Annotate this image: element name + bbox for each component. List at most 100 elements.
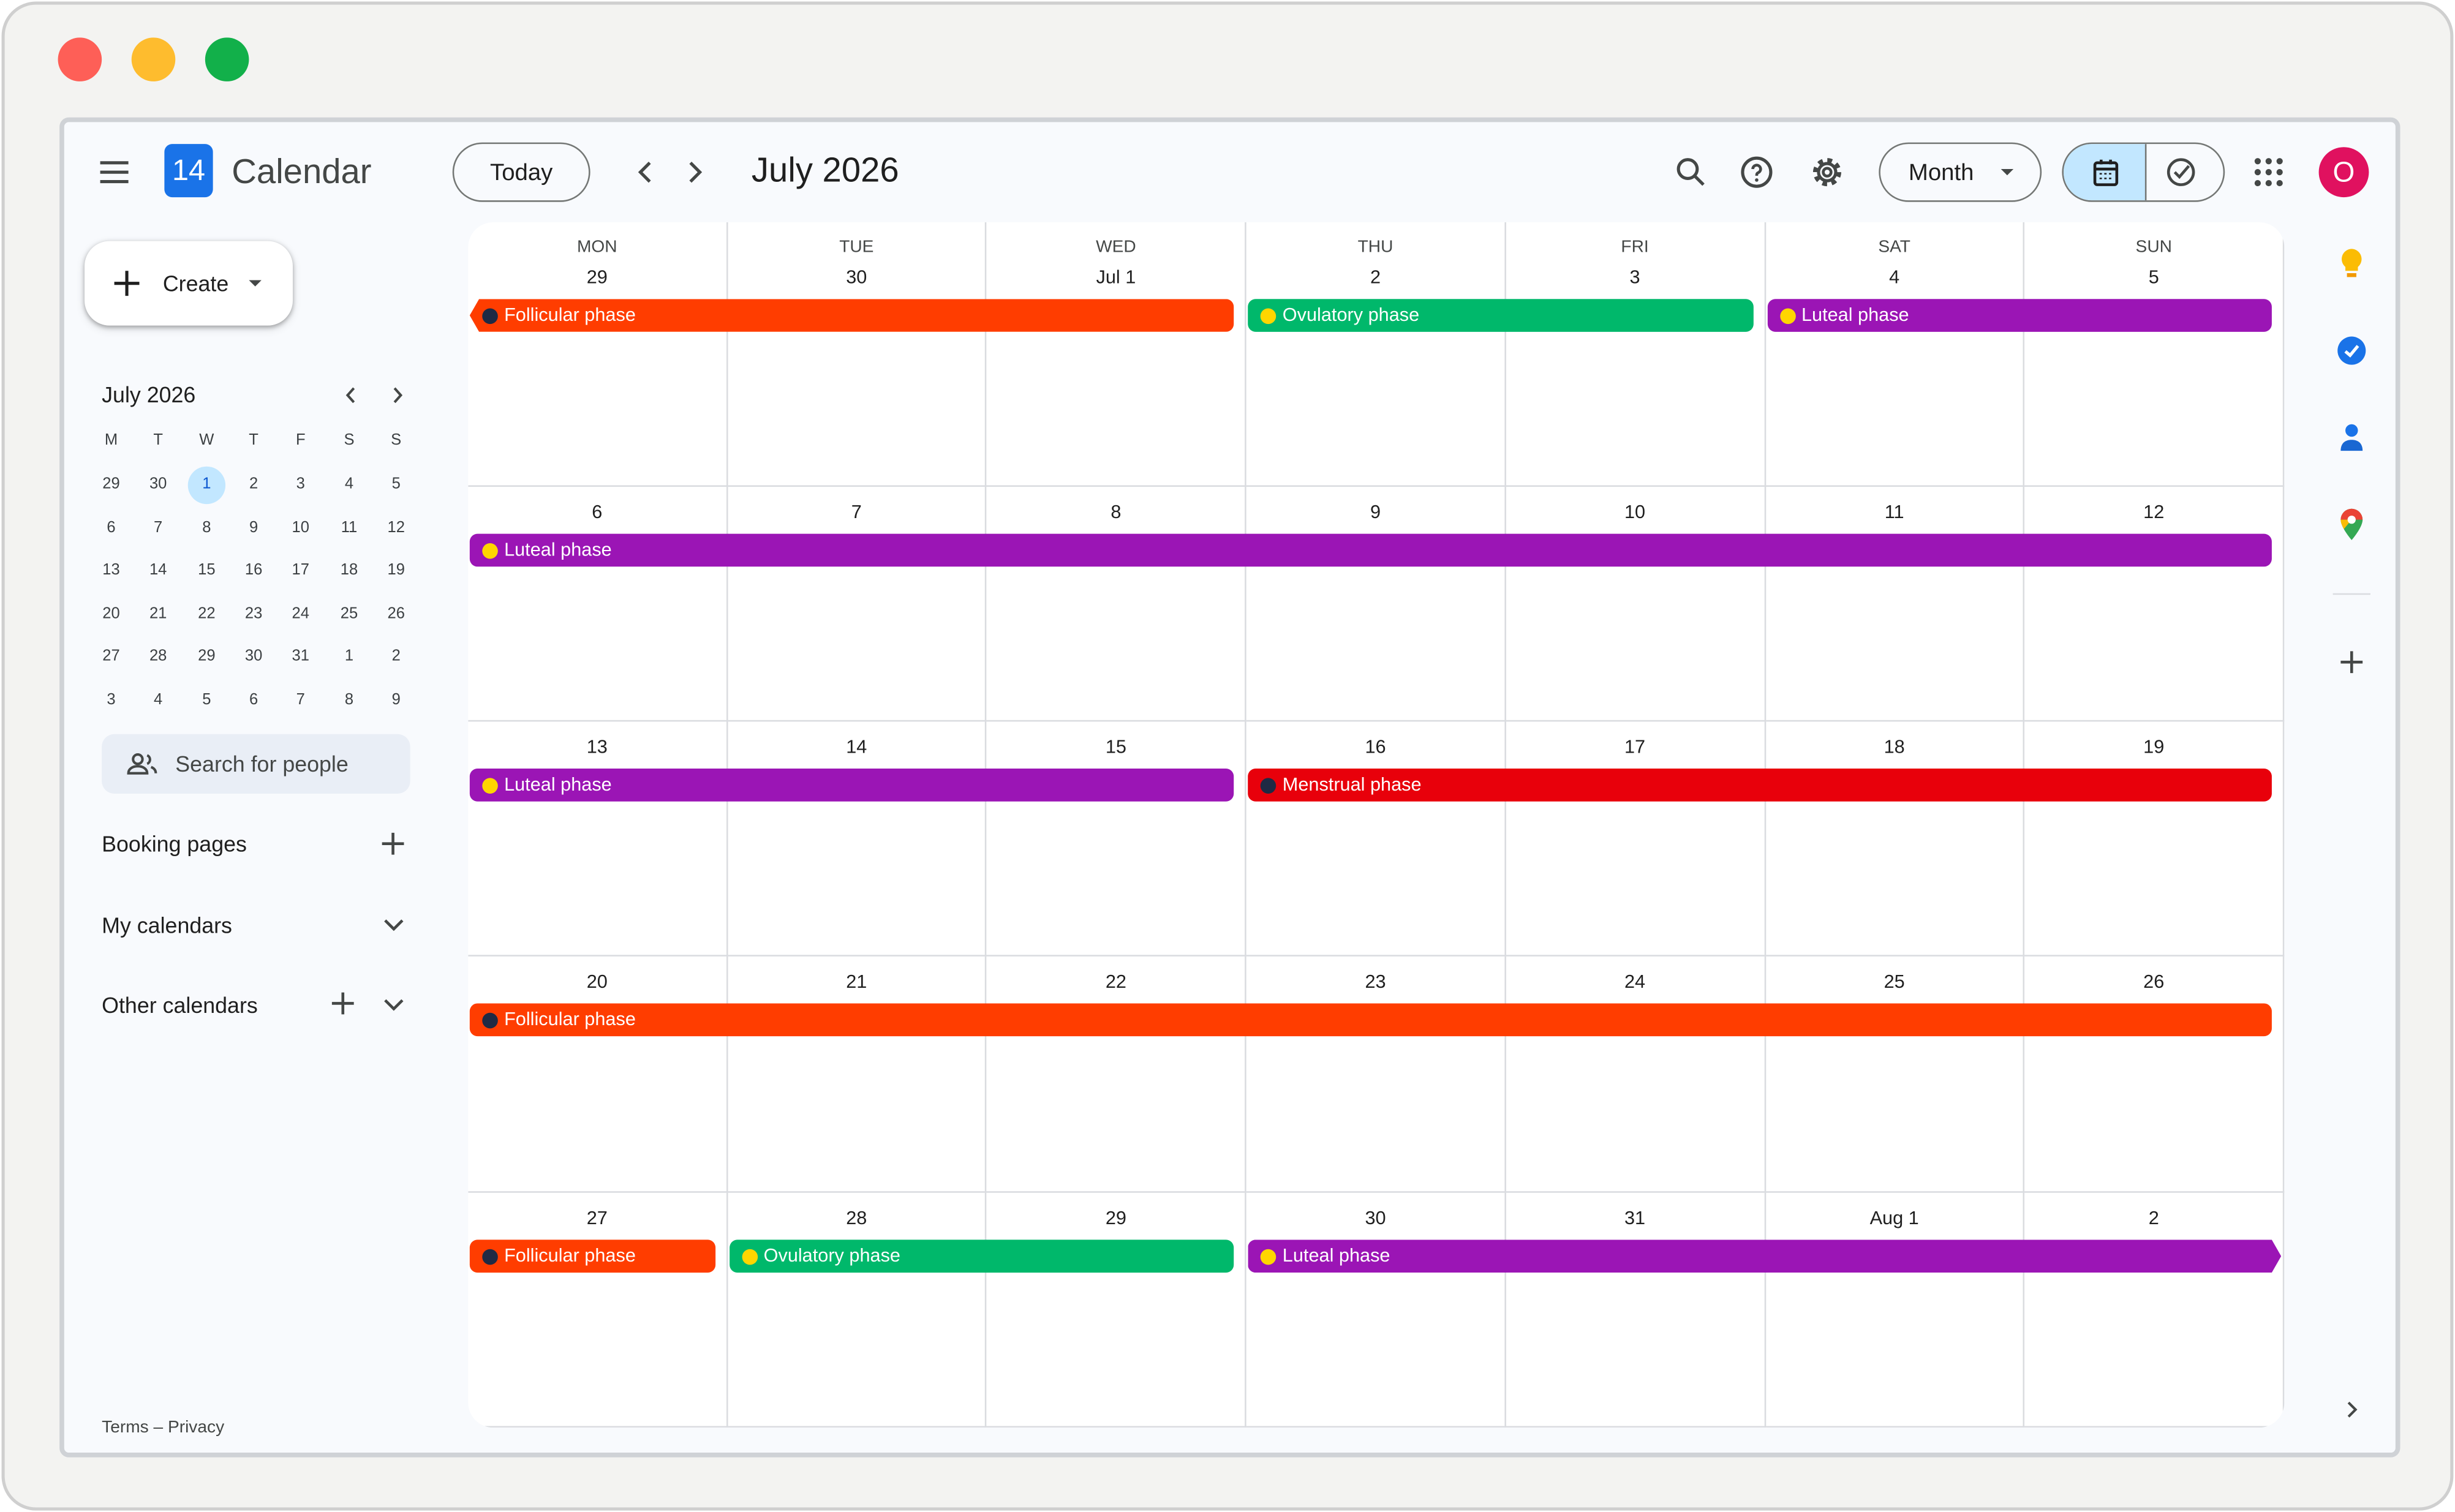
people-search[interactable]: Search for people (102, 734, 410, 794)
mini-day[interactable]: 15 (198, 562, 216, 580)
day-cell[interactable]: 20 (468, 956, 728, 1193)
keep-icon[interactable] (2339, 247, 2364, 282)
mini-day[interactable]: 3 (296, 476, 305, 494)
section-title[interactable]: Booking pages (102, 831, 247, 857)
day-cell[interactable]: 26 (2024, 956, 2285, 1193)
maps-icon[interactable] (2339, 507, 2364, 541)
mini-day[interactable]: 30 (149, 476, 167, 494)
mini-prev[interactable] (344, 386, 356, 404)
avatar[interactable]: O (2318, 147, 2369, 198)
mini-day[interactable]: 14 (149, 562, 167, 580)
mini-day[interactable]: 20 (102, 605, 120, 623)
app-logo[interactable]: 14 (164, 144, 213, 198)
day-cell[interactable]: 14 (727, 721, 987, 957)
add-addon[interactable] (2340, 651, 2363, 674)
day-cell[interactable]: Aug 1 (1765, 1192, 2025, 1428)
add-calendar[interactable] (331, 992, 354, 1015)
mini-day[interactable]: 6 (249, 691, 258, 709)
mini-day[interactable]: 31 (292, 649, 309, 666)
search-button[interactable] (1676, 158, 1705, 186)
mini-day[interactable]: 1 (344, 649, 354, 666)
day-cell[interactable]: 31 (1506, 1192, 1766, 1428)
tasks-mode[interactable] (2167, 158, 2195, 186)
add-booking[interactable] (382, 832, 404, 855)
prev-button[interactable] (636, 161, 655, 183)
mini-day[interactable]: 8 (344, 691, 354, 709)
apps-button[interactable] (2254, 158, 2283, 187)
mini-day[interactable]: 9 (391, 691, 401, 709)
event-chip[interactable]: Ovulatory phase (729, 1239, 1234, 1273)
day-cell[interactable]: 21 (727, 956, 987, 1193)
event-chip[interactable]: Luteal phase (469, 769, 1234, 802)
day-cell[interactable]: 17 (1506, 721, 1766, 957)
section-title[interactable]: My calendars (102, 912, 232, 938)
collapse-panel[interactable] (2347, 1401, 2358, 1418)
menu-icon[interactable] (99, 160, 130, 185)
mini-day[interactable]: 12 (387, 519, 405, 536)
mini-day[interactable]: 26 (387, 605, 405, 623)
minimize-button[interactable] (131, 37, 176, 81)
day-cell[interactable]: 6 (468, 486, 728, 722)
mini-day[interactable]: 19 (387, 562, 405, 580)
event-chip[interactable]: Luteal phase (1767, 299, 2272, 332)
mini-day[interactable]: 6 (107, 519, 116, 536)
day-cell[interactable]: 18 (1765, 721, 2025, 957)
day-cell[interactable]: 9 (1246, 486, 1506, 722)
mini-day[interactable]: 7 (154, 519, 163, 536)
day-cell[interactable]: 30 (1246, 1192, 1506, 1428)
day-cell[interactable]: 19 (2024, 721, 2285, 957)
mini-day[interactable]: 5 (202, 691, 211, 709)
mini-day[interactable]: 18 (340, 562, 358, 580)
day-cell[interactable]: WED Jul 1 (987, 222, 1246, 487)
day-cell[interactable]: 28 (727, 1192, 987, 1428)
mini-day[interactable]: 24 (292, 605, 309, 623)
mini-day[interactable]: 13 (102, 562, 120, 580)
mini-day[interactable]: 1 (187, 466, 226, 505)
event-chip[interactable]: Follicular phase (469, 299, 1234, 332)
mini-day[interactable]: 28 (149, 649, 167, 666)
day-cell[interactable]: 13 (468, 721, 728, 957)
expand-icon[interactable] (383, 999, 404, 1011)
day-cell[interactable]: 11 (1765, 486, 2025, 722)
mini-day[interactable]: 3 (107, 691, 116, 709)
help-button[interactable] (1741, 156, 1773, 188)
mini-day[interactable]: 25 (340, 605, 358, 623)
day-cell[interactable]: MON 29 (468, 222, 728, 487)
day-cell[interactable]: TUE 30 (727, 222, 987, 487)
mini-next[interactable] (391, 386, 404, 404)
mini-day[interactable]: 22 (198, 605, 216, 623)
mini-day[interactable]: 7 (296, 691, 305, 709)
mini-day[interactable]: 8 (202, 519, 211, 536)
day-cell[interactable]: 27 (468, 1192, 728, 1428)
mini-day[interactable]: 2 (249, 476, 258, 494)
mini-day[interactable]: 29 (102, 476, 120, 494)
mini-day[interactable]: 16 (244, 562, 263, 580)
mini-day[interactable]: 4 (344, 476, 354, 494)
day-cell[interactable]: 24 (1506, 956, 1766, 1193)
section-title[interactable]: Other calendars (102, 992, 258, 1018)
next-button[interactable] (686, 161, 705, 183)
zoom-button[interactable] (205, 37, 249, 81)
day-cell[interactable]: 22 (987, 956, 1246, 1193)
mini-day[interactable]: 30 (244, 649, 263, 666)
mini-day[interactable]: 21 (149, 605, 167, 623)
day-cell[interactable]: SAT 4 (1765, 222, 2025, 487)
mini-day[interactable]: 9 (249, 519, 258, 536)
mini-day[interactable]: 17 (292, 562, 309, 580)
day-cell[interactable]: 8 (987, 486, 1246, 722)
day-cell[interactable]: 16 (1246, 721, 1506, 957)
mini-day[interactable]: 5 (391, 476, 401, 494)
event-chip[interactable]: Luteal phase (469, 533, 2272, 567)
day-cell[interactable]: 10 (1506, 486, 1766, 722)
mini-day[interactable]: 27 (102, 649, 120, 666)
tasks-icon[interactable] (2337, 336, 2366, 365)
mini-day[interactable]: 10 (292, 519, 309, 536)
create-button[interactable]: Create (85, 241, 293, 326)
mini-day[interactable]: 23 (244, 605, 263, 623)
expand-icon[interactable] (383, 919, 404, 931)
mini-day[interactable]: 4 (154, 691, 163, 709)
day-cell[interactable]: 25 (1765, 956, 2025, 1193)
day-cell[interactable]: THU 2 (1246, 222, 1506, 487)
settings-button[interactable] (1811, 157, 1842, 188)
event-chip[interactable]: Ovulatory phase (1248, 299, 1753, 332)
